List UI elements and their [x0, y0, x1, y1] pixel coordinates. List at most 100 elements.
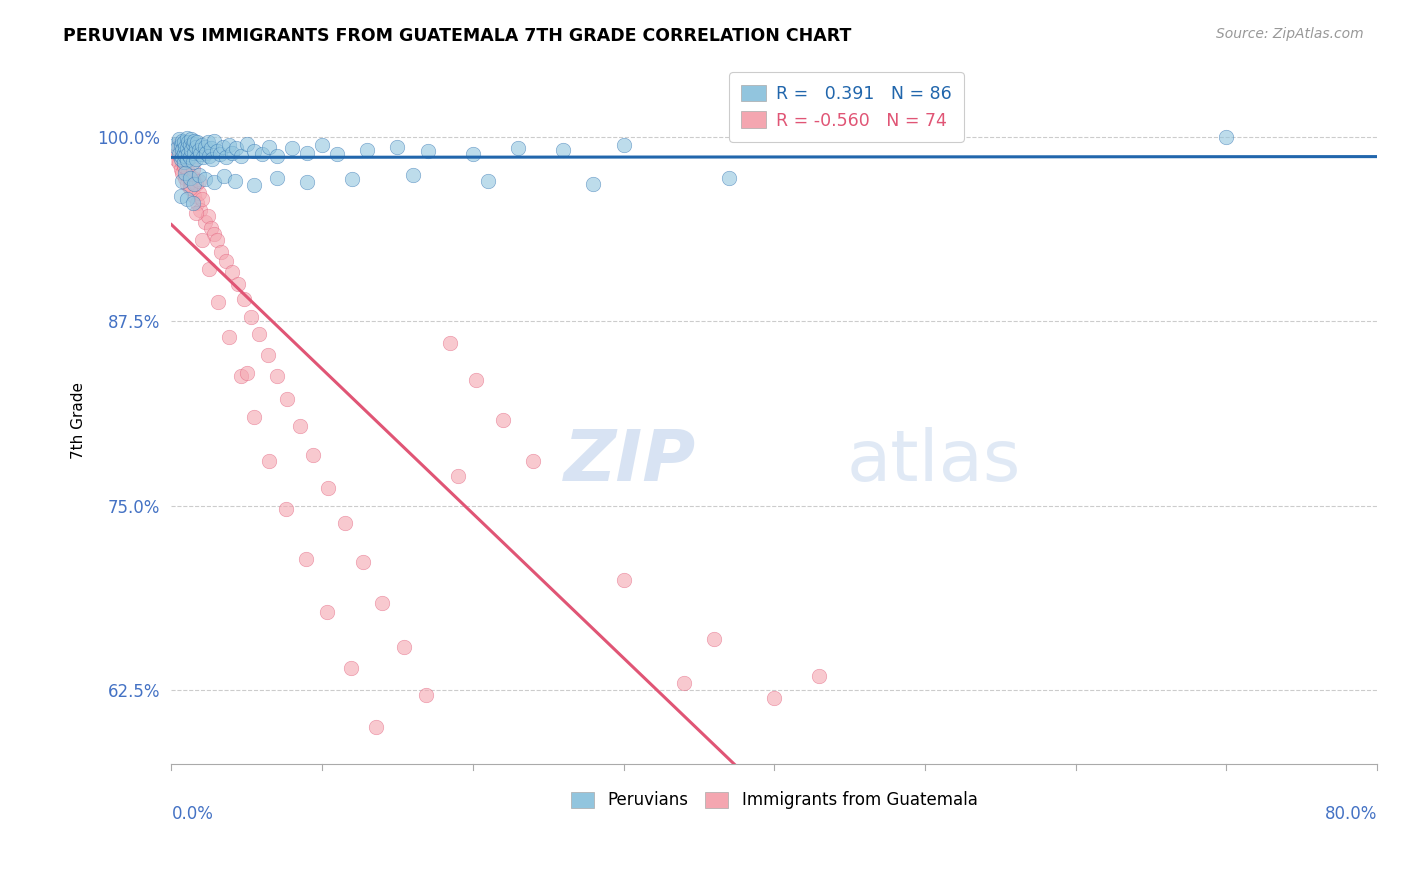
- Point: [243, 145, 266, 159]
- Point: [176, 131, 198, 145]
- Point: [201, 152, 224, 166]
- Point: [187, 174, 209, 188]
- Point: [169, 138, 191, 153]
- Text: ZIP: ZIP: [564, 427, 696, 497]
- Point: [183, 188, 205, 202]
- Point: [184, 177, 207, 191]
- Point: [229, 368, 252, 383]
- Point: [461, 147, 484, 161]
- Point: [187, 143, 209, 157]
- Point: [180, 143, 202, 157]
- Point: [221, 145, 243, 160]
- Point: [371, 596, 394, 610]
- Point: [316, 481, 339, 495]
- Point: [194, 215, 217, 229]
- Point: [215, 253, 238, 268]
- Point: [181, 154, 204, 169]
- Text: Source: ZipAtlas.com: Source: ZipAtlas.com: [1216, 27, 1364, 41]
- Point: [191, 150, 214, 164]
- Point: [1215, 129, 1237, 144]
- Point: [176, 177, 198, 191]
- Point: [166, 147, 188, 161]
- Point: [188, 203, 211, 218]
- Point: [226, 277, 249, 292]
- Text: 80.0%: 80.0%: [1324, 805, 1376, 823]
- Point: [174, 170, 197, 185]
- Text: 0.0%: 0.0%: [172, 805, 214, 823]
- Point: [294, 552, 316, 566]
- Point: [179, 174, 201, 188]
- Point: [180, 181, 202, 195]
- Point: [326, 147, 349, 161]
- Point: [184, 140, 207, 154]
- Point: [195, 145, 218, 160]
- Point: [173, 145, 195, 160]
- Point: [236, 136, 259, 151]
- Point: [186, 196, 208, 211]
- Point: [212, 169, 235, 184]
- Point: [387, 140, 409, 154]
- Point: [169, 161, 191, 176]
- Point: [333, 516, 356, 531]
- Point: [207, 294, 229, 309]
- Point: [266, 149, 288, 163]
- Point: [177, 147, 200, 161]
- Point: [170, 150, 193, 164]
- Point: [257, 348, 280, 362]
- Point: [211, 140, 233, 154]
- Point: [225, 141, 247, 155]
- Point: [315, 605, 337, 619]
- Point: [190, 233, 212, 247]
- Point: [165, 152, 187, 166]
- Point: [763, 690, 786, 705]
- Point: [247, 327, 270, 342]
- Point: [259, 140, 281, 154]
- Point: [187, 168, 209, 182]
- Point: [250, 147, 273, 161]
- Point: [170, 174, 193, 188]
- Point: [167, 136, 190, 151]
- Point: [173, 136, 195, 150]
- Point: [352, 555, 374, 569]
- Point: [205, 233, 228, 247]
- Point: [183, 145, 205, 160]
- Point: [165, 136, 187, 151]
- Point: [181, 170, 204, 185]
- Point: [342, 172, 364, 186]
- Point: [176, 192, 198, 206]
- Point: [240, 310, 263, 324]
- Point: [198, 149, 221, 163]
- Point: [190, 192, 212, 206]
- Point: [167, 140, 190, 154]
- Point: [506, 141, 529, 155]
- Point: [170, 134, 193, 148]
- Point: [439, 336, 461, 351]
- Point: [401, 168, 423, 182]
- Text: atlas: atlas: [846, 427, 1021, 497]
- Point: [176, 152, 198, 166]
- Point: [209, 244, 232, 259]
- Point: [281, 141, 304, 155]
- Point: [236, 366, 259, 380]
- Point: [179, 150, 201, 164]
- Point: [703, 632, 725, 646]
- Point: [176, 153, 198, 168]
- Point: [553, 143, 575, 157]
- Point: [188, 147, 211, 161]
- Point: [295, 145, 318, 160]
- Point: [180, 132, 202, 146]
- Point: [202, 227, 225, 241]
- Point: [259, 454, 281, 468]
- Point: [202, 175, 225, 189]
- Point: [197, 136, 219, 150]
- Point: [179, 170, 201, 185]
- Point: [288, 419, 311, 434]
- Point: [311, 138, 333, 153]
- Point: [173, 154, 195, 169]
- Point: [170, 143, 193, 157]
- Point: [205, 145, 228, 159]
- Point: [274, 501, 297, 516]
- Point: [276, 392, 298, 407]
- Point: [170, 166, 193, 180]
- Point: [169, 143, 191, 157]
